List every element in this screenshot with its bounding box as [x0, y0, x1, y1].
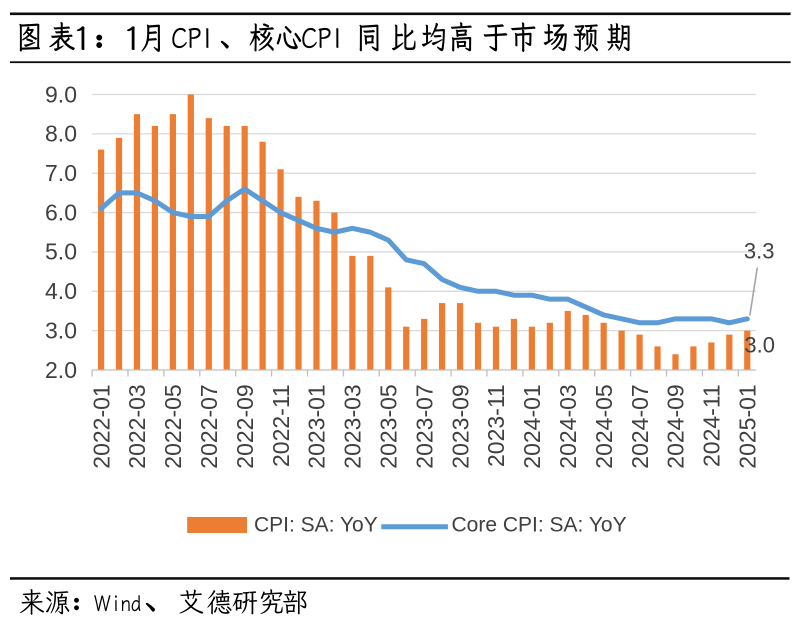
svg-text:3.0: 3.0	[744, 332, 775, 357]
svg-text:2023-05: 2023-05	[375, 384, 401, 468]
svg-text:3.0: 3.0	[45, 317, 77, 343]
svg-text:4.0: 4.0	[45, 278, 77, 304]
svg-text:2023-07: 2023-07	[411, 384, 437, 468]
svg-text:9.0: 9.0	[45, 81, 77, 107]
svg-text:3.3: 3.3	[744, 238, 775, 263]
svg-text:2024-05: 2024-05	[591, 384, 617, 468]
svg-text:2022-09: 2022-09	[232, 384, 258, 468]
svg-text:2022-01: 2022-01	[88, 384, 114, 468]
svg-text:2022-03: 2022-03	[124, 384, 150, 468]
svg-text:2024-07: 2024-07	[627, 384, 653, 468]
svg-text:6.0: 6.0	[45, 199, 77, 225]
svg-text:2023-03: 2023-03	[340, 384, 366, 468]
svg-text:2024-11: 2024-11	[699, 384, 725, 467]
svg-text:7.0: 7.0	[45, 160, 77, 186]
svg-text:2024-09: 2024-09	[663, 384, 689, 468]
svg-text:2024-01: 2024-01	[519, 384, 545, 468]
svg-text:2023-11: 2023-11	[483, 384, 509, 467]
svg-text:Core CPI: SA: YoY: Core CPI: SA: YoY	[452, 513, 627, 536]
svg-text:2.0: 2.0	[45, 357, 77, 383]
svg-text:5.0: 5.0	[45, 239, 77, 265]
svg-text:2022-07: 2022-07	[196, 384, 222, 468]
svg-text:CPI: SA: YoY: CPI: SA: YoY	[254, 513, 378, 536]
svg-text:2023-09: 2023-09	[447, 384, 473, 468]
svg-text:8.0: 8.0	[45, 121, 77, 147]
svg-text:2023-01: 2023-01	[304, 384, 330, 468]
svg-text:2024-03: 2024-03	[555, 384, 581, 468]
svg-text:2022-11: 2022-11	[268, 384, 294, 467]
svg-text:2022-05: 2022-05	[160, 384, 186, 468]
svg-text:2025-01: 2025-01	[734, 384, 760, 468]
